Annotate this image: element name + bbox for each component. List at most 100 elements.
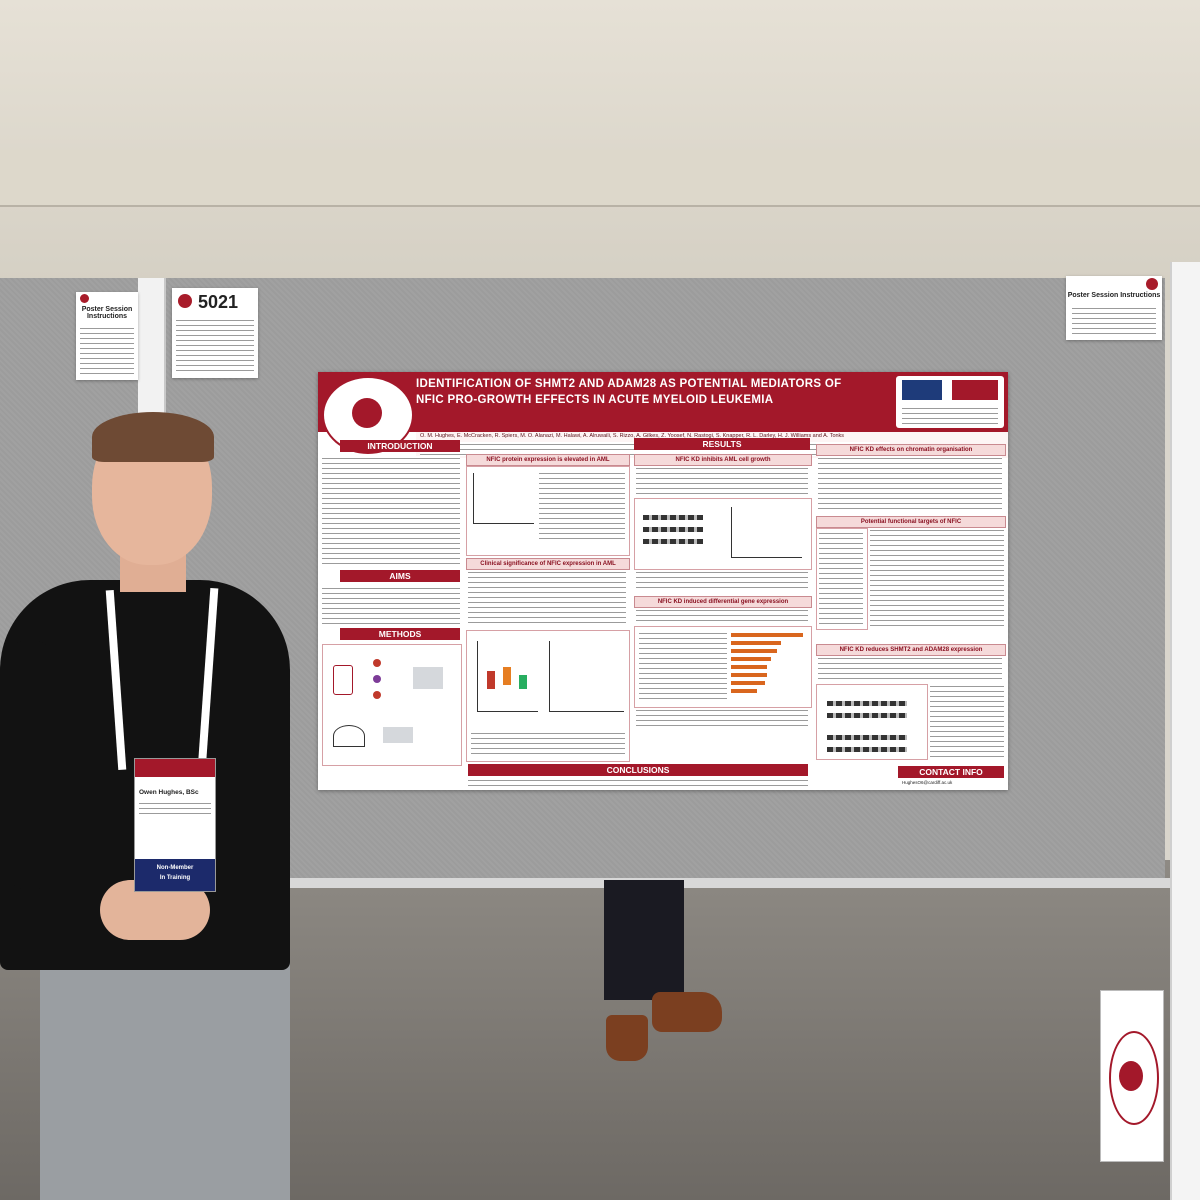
chromatin-text [818,456,1002,512]
badge-footer-line-1: Non-Member [156,865,194,871]
pathway-bar [731,689,757,693]
boxplot-mark [519,675,527,689]
badge-name: Owen Hughes, BSc [139,789,199,796]
instructions-title: Poster Session Instructions [81,306,133,320]
badge-header [135,759,215,777]
instructions-sheet-right: Poster Session Instructions [1066,276,1162,340]
presenter-arm [0,640,60,890]
pathway-bar [731,681,765,685]
growth-caption [636,570,808,592]
diff-expression-text [636,608,808,624]
cell-icon [373,659,381,667]
methods-diagram [322,644,462,766]
section-introduction: INTRODUCTION [340,440,460,452]
pathway-bar [731,673,767,677]
badge-footer: Non-Member In Training [135,859,215,891]
pathway-barchart-panel [634,626,812,708]
presenter-hair [92,412,214,462]
shoe-right [652,992,722,1032]
conclusions-text [468,778,808,790]
protein-expression-panel [466,466,630,556]
section-contact: CONTACT INFO [898,766,1004,778]
cell-icon [373,675,381,683]
board-frame-right [1170,262,1200,1200]
targets-text [870,528,1004,628]
subsection-protein-expression: NFIC protein expression is elevated in A… [466,454,630,466]
badge-footer-line-2: In Training [159,875,191,881]
instructions-text [80,326,134,374]
pathway-bar [731,649,777,653]
reduces-caption [930,684,1004,758]
contact-email: HughesO6@cardiff.ac.uk [902,780,953,785]
ash-seal-mark [352,398,382,428]
mass-spec-icon [413,667,443,689]
section-aims: AIMS [340,570,460,582]
growth-curve-axes [731,507,802,558]
subsection-functional-targets: Potential functional targets of NFIC [816,516,1006,528]
reduces-text [818,656,1002,682]
boxplot-mark [487,671,495,689]
western-blot-band [827,701,907,706]
pathway-bar [731,657,771,661]
ash-sign [1100,990,1164,1162]
ash-logo-icon [80,294,89,303]
boxplot-b-axes [549,641,624,712]
targets-table [816,528,868,630]
name-badge: Owen Hughes, BSc Non-Member In Training [134,758,216,892]
sponsor-text [902,406,998,424]
ash-logo-icon [1146,278,1158,290]
subsection-chromatin: NFIC KD effects on chromatin organisatio… [816,444,1006,456]
instructions-sheet-left: Poster Session Instructions [76,292,138,380]
pathway-caption [636,708,808,728]
presenter-jeans [40,930,290,1200]
figure-caption [471,731,625,757]
pathway-labels [639,631,727,701]
western-blot-band [827,735,907,740]
subsection-shmt2-adam28: NFIC KD reduces SHMT2 and ADAM28 express… [816,644,1006,656]
section-conclusions: CONCLUSIONS [468,764,808,776]
cell-icon [373,691,381,699]
western-blot-band [643,527,703,532]
instructions-title: Poster Session Instructions [1067,292,1161,299]
growth-figure-panel [634,498,812,570]
instructions-text [1072,306,1156,336]
subsection-differential-expression: NFIC KD induced differential gene expres… [634,596,812,608]
shoe-left [606,1015,648,1061]
board-rail [0,878,1200,888]
subsection-clinical-significance: Clinical significance of NFIC expression… [466,558,630,570]
bact-logo-icon [902,380,942,400]
boxplot-mark [503,667,511,685]
pathway-bar [731,665,767,669]
ash-seal-logo [1109,1031,1159,1125]
boxplot-a-axes [477,641,538,712]
research-poster: IDENTIFICATION OF SHMT2 AND ADAM28 AS PO… [318,372,1008,790]
poster-title-line-1: IDENTIFICATION OF SHMT2 AND ADAM28 AS PO… [416,378,842,390]
growth-text [636,466,808,496]
protein-plot-axes [473,473,534,524]
card-text [176,318,254,372]
ash-logo-icon [178,294,192,308]
badge-affiliation [139,801,211,815]
pchic-diagram-icon [333,725,365,747]
authors-text: O. M. Hughes, E. McCracken, R. Spiers, M… [420,433,845,439]
western-blot-band [643,539,703,544]
introduction-text [322,456,460,568]
clinical-boxplots-panel [466,630,630,762]
western-blot-band [643,515,703,520]
clinical-text [468,570,626,626]
board-number: 5021 [198,292,239,312]
blood-tube-icon [333,665,353,695]
western-blot-band [827,713,907,718]
poster-header [318,372,1008,432]
section-methods: METHODS [340,628,460,640]
sponsor-logos [896,376,1004,428]
sequencer-icon [383,727,413,743]
pathway-bar [731,633,803,637]
subsection-cell-growth: NFIC KD inhibits AML cell growth [634,454,812,466]
cardiff-university-logo-icon [952,380,998,400]
section-results: RESULTS [634,438,810,450]
aims-text [322,586,460,626]
board-number-card: 5021 [172,288,258,378]
targets-table-rows [819,531,863,625]
poster-title-line-2: NFIC PRO-GROWTH EFFECTS IN ACUTE MYELOID… [416,394,774,406]
